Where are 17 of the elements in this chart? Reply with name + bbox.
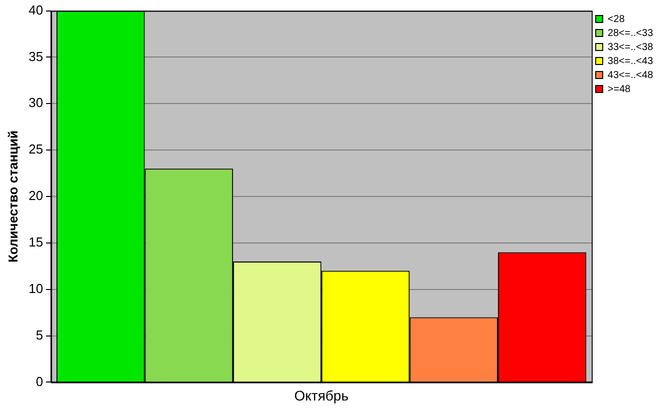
legend-label: 33<=..<38 — [608, 42, 654, 53]
y-tick-label: 30 — [28, 95, 44, 110]
x-tick-label: Октябрь — [294, 387, 348, 404]
y-tick-label: 35 — [28, 48, 44, 64]
y-tick-label: 5 — [36, 327, 44, 342]
legend-label: <28 — [608, 14, 626, 25]
y-tick-label: 0 — [36, 374, 44, 389]
legend-label: 43<=..<48 — [608, 70, 654, 81]
legend-label: >=48 — [608, 84, 631, 95]
y-axis-title: Количество станций — [5, 130, 20, 263]
legend-label: 28<=..<33 — [608, 28, 654, 39]
y-tick-label: 10 — [28, 280, 44, 296]
y-tick-label: 25 — [28, 142, 44, 157]
y-tick-label: 15 — [28, 234, 44, 250]
y-tick-label: 20 — [28, 188, 44, 204]
legend-label: 38<=..<43 — [608, 56, 654, 67]
y-tick-label: 40 — [28, 2, 44, 18]
